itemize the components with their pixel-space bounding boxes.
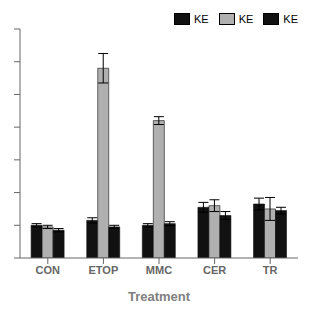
svg-text:MMC: MMC <box>146 264 172 276</box>
html-text:KE: KE <box>283 13 298 25</box>
svg-text:TR: TR <box>263 264 278 276</box>
svg-text:ETOP: ETOP <box>89 264 119 276</box>
svg-text:CON: CON <box>36 264 61 276</box>
html-text:KE: KE <box>193 13 209 25</box>
html-text:KE: KE <box>238 13 254 25</box>
svg-text:CER: CER <box>203 264 226 276</box>
svg-text:Treatment: Treatment <box>128 289 191 304</box>
